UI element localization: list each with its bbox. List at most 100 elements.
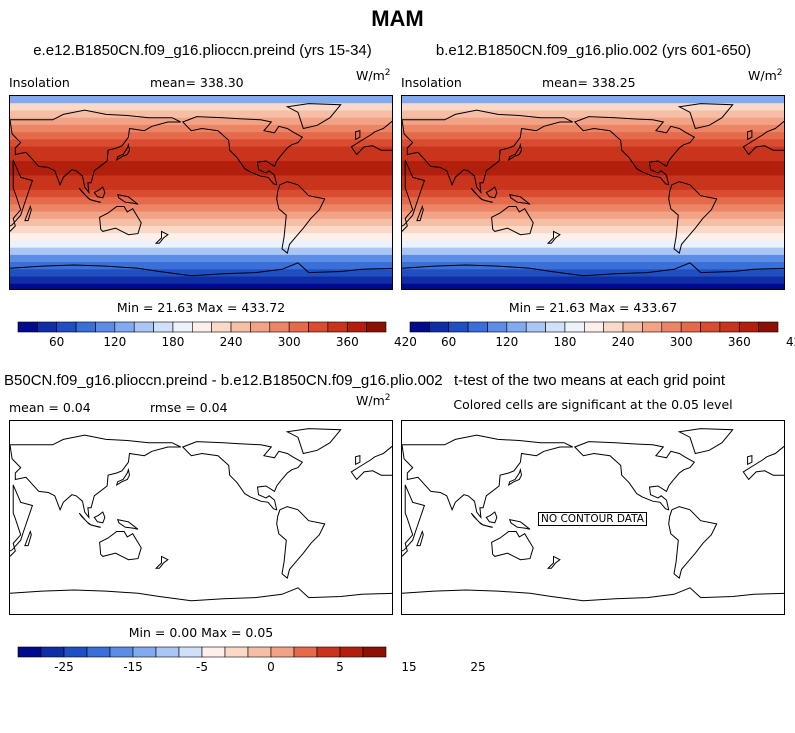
colorbar-cell	[293, 646, 318, 658]
colorbar-cell	[132, 646, 157, 658]
colorbar-cell	[230, 321, 251, 333]
colorbar-cell	[37, 321, 58, 333]
colorbar-tick-label: 0	[267, 660, 275, 674]
coastline-segment	[181, 116, 304, 186]
lat-band	[10, 132, 392, 140]
colorbar-cell	[56, 321, 77, 333]
panel-2-mean: mean= 338.25	[542, 75, 636, 90]
lat-band	[402, 240, 784, 249]
coastline-segment	[402, 159, 426, 232]
panel-2-title: b.e12.B1850CN.f09_g16.plio.002 (yrs 601-…	[435, 42, 752, 59]
panel-1-field-label: Insolation	[9, 75, 70, 90]
lat-band	[402, 247, 784, 256]
lat-band	[402, 262, 784, 270]
coastline-segment	[285, 103, 342, 130]
coastline-segment	[285, 428, 342, 455]
lat-band	[10, 254, 392, 263]
colorbar-2: 60 120 180 240 300 360 420	[409, 321, 795, 349]
lat-band	[10, 96, 392, 104]
lat-band	[10, 240, 392, 249]
colorbar-cell	[63, 646, 88, 658]
panel-3-title: B50CN.f09_g16.plioccn.preind - b.e12.B18…	[4, 372, 443, 389]
colorbar-tick-label: 360	[728, 335, 751, 349]
colorbar-tick-label: 360	[336, 335, 359, 349]
coastline-segment	[402, 109, 573, 195]
colorbar-cell	[178, 646, 203, 658]
colorbar-cell	[584, 321, 604, 333]
lat-band	[10, 283, 392, 289]
lat-band	[402, 211, 784, 220]
lat-band	[10, 226, 392, 234]
coastline-segment	[355, 130, 361, 141]
coastline-segment	[276, 506, 326, 579]
coastline-segment	[78, 187, 92, 201]
coastline-segment	[276, 181, 326, 254]
lat-band	[10, 269, 392, 278]
coastline-segment	[402, 484, 426, 557]
colorbar-cell	[270, 646, 295, 658]
colorbar-cell	[288, 321, 309, 333]
colorbar-cell	[40, 646, 65, 658]
colorbar-cell	[448, 321, 469, 333]
coastline-segment	[10, 159, 34, 232]
lat-band	[10, 153, 392, 162]
coastline-segment	[677, 103, 734, 130]
panel-2-minmax: Min = 21.63 Max = 433.67	[508, 300, 678, 315]
coastline-segment	[508, 518, 531, 530]
coastline-segment	[546, 555, 561, 569]
lat-band	[10, 262, 392, 270]
panel-1-units: W/m2	[356, 68, 391, 84]
coastline-segment	[416, 204, 424, 222]
lat-band	[10, 117, 392, 126]
coastline-segment	[115, 142, 131, 162]
coastline-segment	[90, 524, 101, 528]
colorbar-tick-label: 420	[394, 335, 417, 349]
lat-band	[402, 269, 784, 278]
coastline-segment	[402, 262, 784, 277]
colorbar-cell	[269, 321, 290, 333]
coastline-segment	[350, 445, 392, 481]
panel-3-map	[9, 420, 393, 615]
coastline-segment	[350, 120, 392, 156]
colorbar-cell	[661, 321, 682, 333]
lat-band	[402, 175, 784, 184]
colorbar-cell	[758, 321, 779, 333]
colorbar-3: -25 -15 -5 0 5 15 25	[17, 646, 486, 674]
colorbar-cell	[680, 321, 701, 333]
coastline-segment	[668, 506, 718, 579]
lat-band	[10, 218, 392, 227]
coastline-segment	[508, 193, 531, 205]
panel-2-map	[401, 95, 785, 290]
coastline-segment	[93, 186, 106, 199]
colorbar-tick-label: 60	[49, 335, 64, 349]
panel-3-units: W/m2	[356, 393, 391, 409]
colorbar-tick-label: 240	[220, 335, 243, 349]
coastline-2	[402, 103, 784, 277]
lat-band	[402, 110, 784, 119]
coastline-segment	[402, 434, 573, 520]
colorbar-cell	[339, 646, 364, 658]
coastline-segment	[416, 529, 424, 547]
colorbar-cell	[366, 321, 387, 333]
colorbar-tick-label: 25	[470, 660, 485, 674]
lat-band	[10, 233, 392, 242]
colorbar-cell	[622, 321, 643, 333]
coastline-segment	[742, 445, 784, 481]
coastline-segment	[470, 512, 484, 526]
colorbar-cell	[250, 321, 271, 333]
colorbar-tick-label: -5	[196, 660, 208, 674]
colorbar-cell	[525, 321, 546, 333]
coastline-segment	[573, 116, 696, 186]
panel-1-map	[9, 95, 393, 290]
colorbar-cell	[17, 646, 42, 658]
colorbar-cell	[192, 321, 212, 333]
coastline-segment	[99, 531, 142, 561]
colorbar-cell	[133, 321, 154, 333]
lat-band	[402, 153, 784, 162]
coastline-segment	[747, 455, 753, 466]
coastline-segment	[677, 428, 734, 455]
lat-band	[402, 103, 784, 112]
colorbar-tick-label: 120	[495, 335, 518, 349]
colorbar-cell	[75, 321, 96, 333]
lat-band	[10, 139, 392, 148]
